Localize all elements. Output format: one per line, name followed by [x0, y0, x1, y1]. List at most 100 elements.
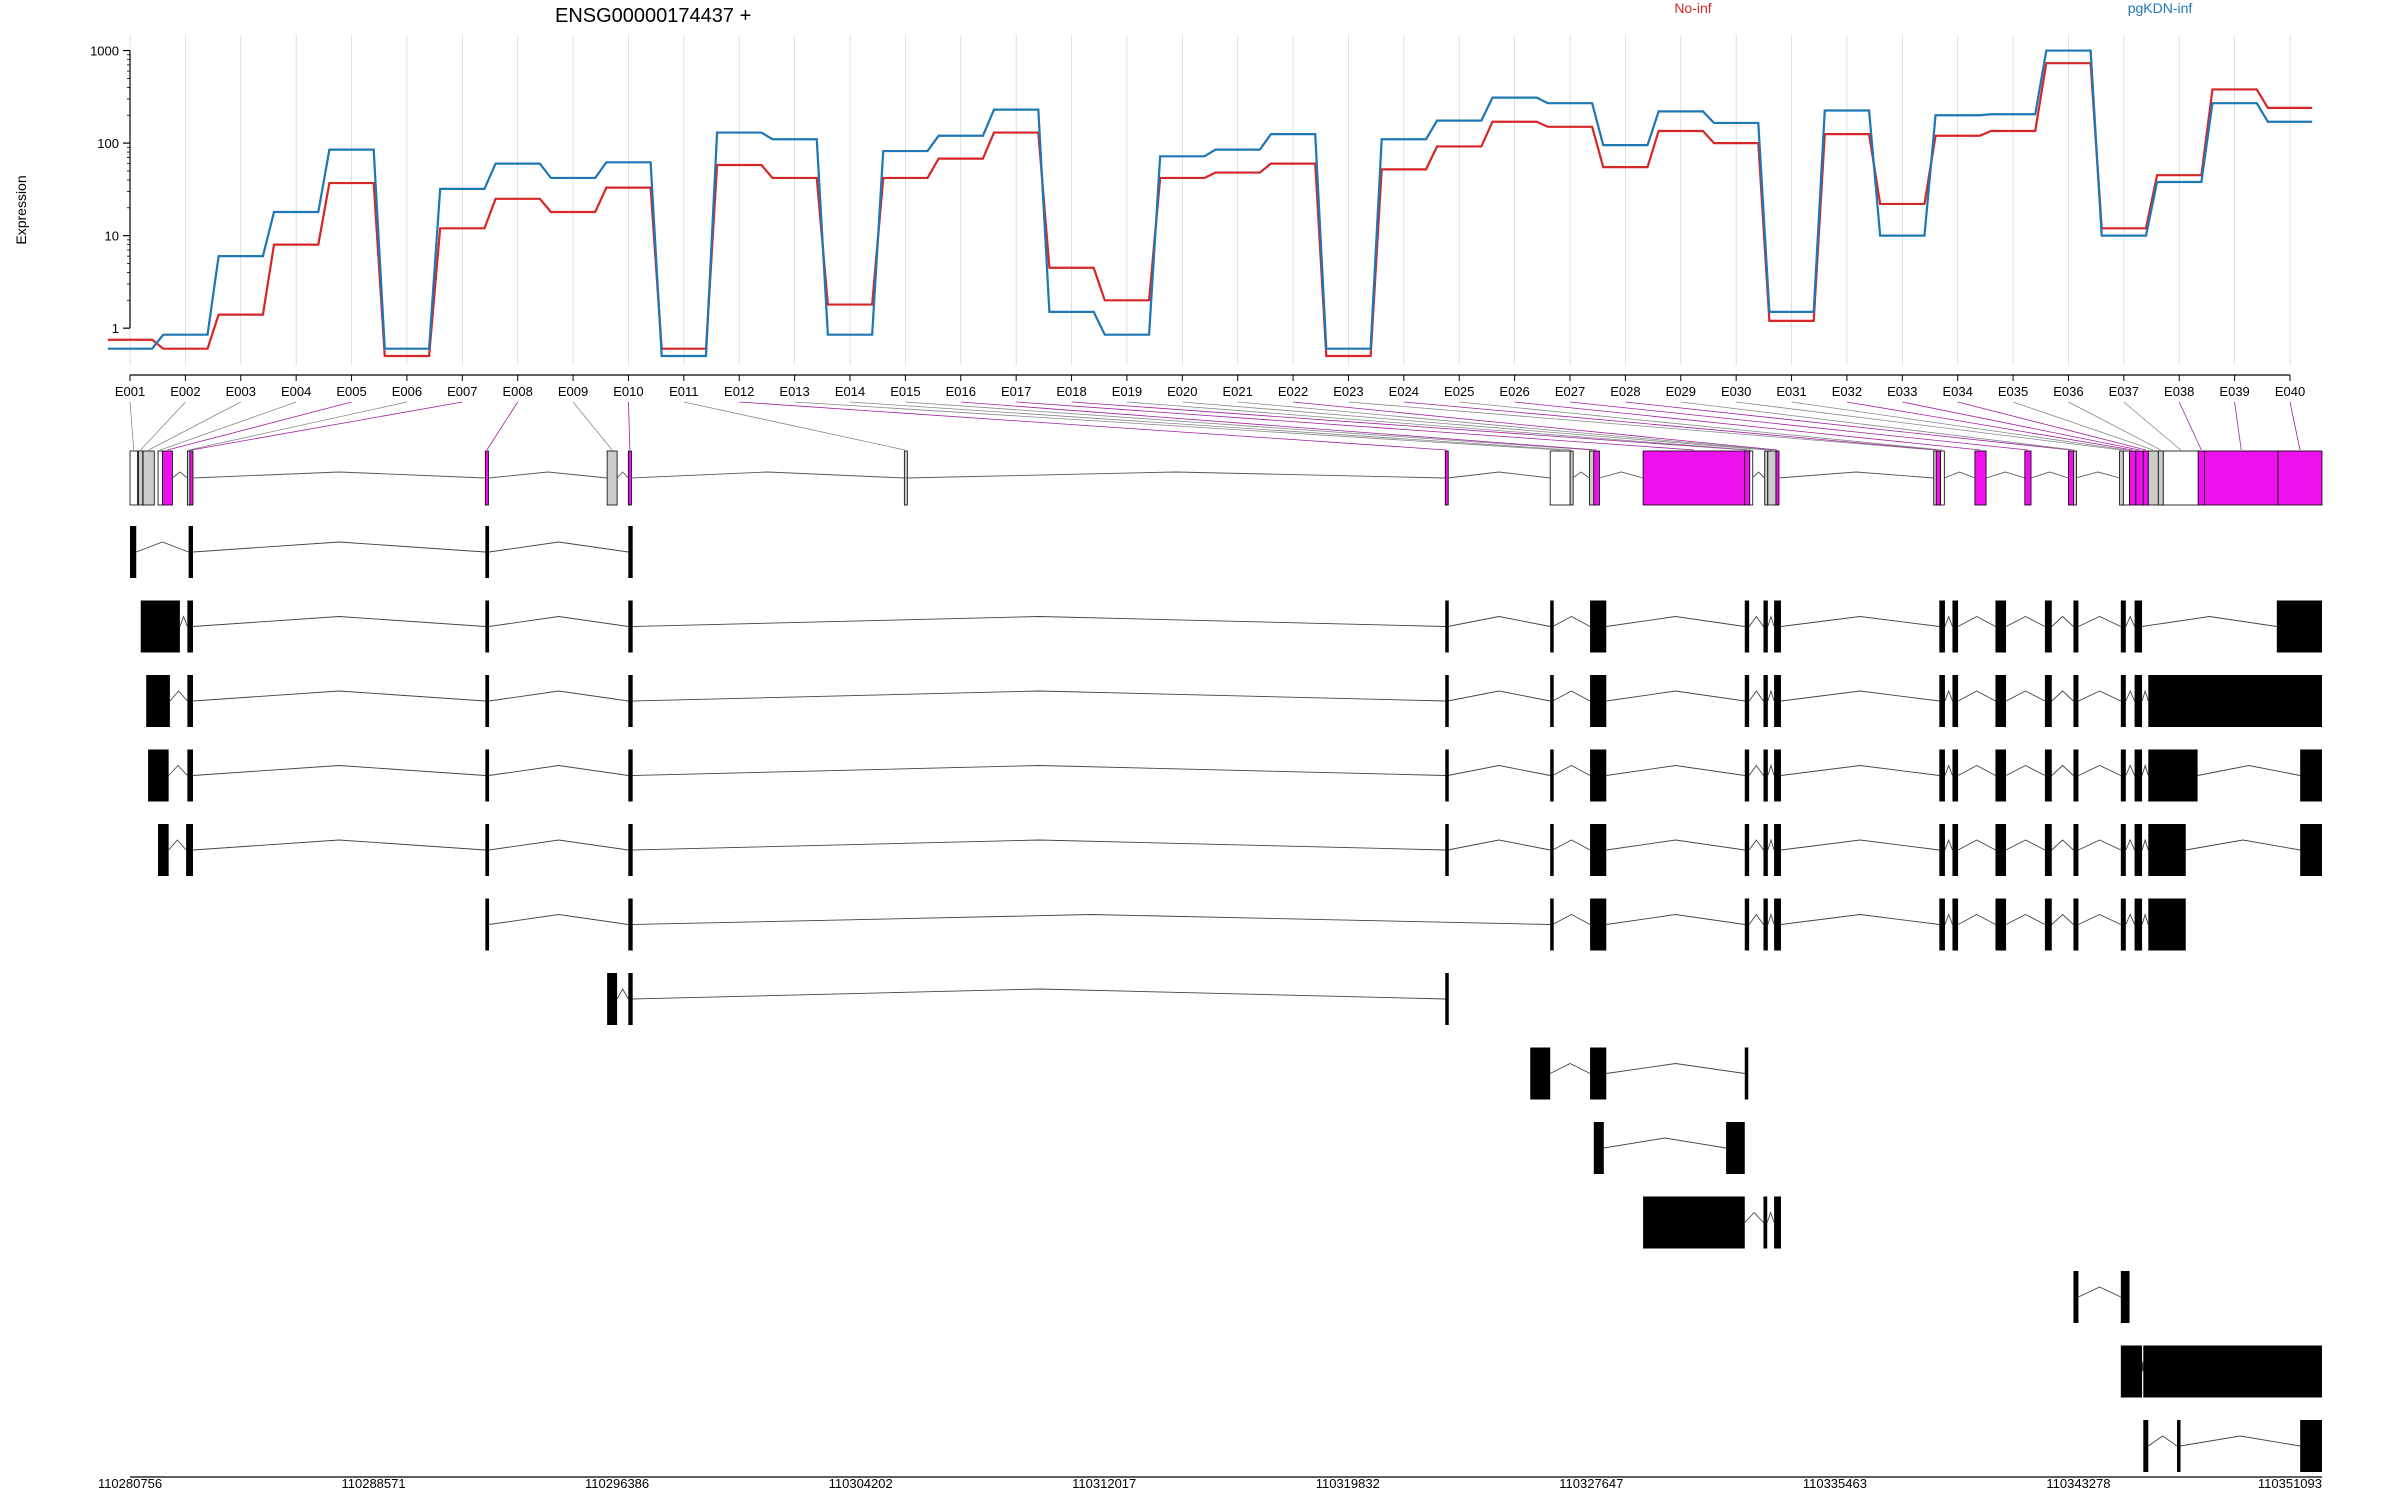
- transcript-exon: [2134, 898, 2143, 951]
- series-step-pgkdn-inf: [594, 161, 608, 179]
- transcript-intron: [2141, 912, 2149, 925]
- transcript-intron: [489, 541, 629, 553]
- transcript-exon: [1744, 824, 1750, 876]
- transcript-intron: [169, 690, 188, 702]
- transcript-exon: [1774, 675, 1781, 727]
- connector-e034: [1957, 401, 2146, 451]
- coord-tick-label: 110288571: [341, 1476, 405, 1490]
- series-step-no-inf: [483, 198, 497, 229]
- connector-e016: [960, 401, 1597, 451]
- connector-e013: [794, 401, 1561, 451]
- transcript-exon: [1590, 749, 1607, 802]
- exon-bin-e031: [2122, 450, 2130, 506]
- transcript-intron: [2051, 764, 2074, 776]
- transcript-intron: [2125, 689, 2135, 702]
- transcript-exon: [1590, 898, 1607, 951]
- y-axis-label: Expression: [13, 175, 29, 244]
- transcript-intron: [2141, 1361, 2144, 1372]
- series-step-no-inf: [1591, 126, 1605, 168]
- x-tick-label: E010: [613, 384, 643, 399]
- x-tick-label: E029: [1666, 384, 1696, 399]
- transcript-intron: [2005, 839, 2046, 851]
- transcript-intron: [192, 616, 486, 627]
- transcript-intron: [1606, 914, 1745, 925]
- transcript-intron: [632, 988, 1446, 1000]
- transcript-exon: [2044, 824, 2052, 876]
- transcript-exon: [1939, 749, 1945, 802]
- series-step-pgkdn-inf: [1259, 133, 1272, 151]
- bin-intron: [2075, 471, 2120, 479]
- transcript-exon: [1593, 1122, 1604, 1174]
- exon-bin-e034: [2142, 450, 2149, 506]
- transcript-intron: [1957, 913, 1996, 925]
- connector-e015: [905, 401, 1592, 451]
- series-step-no-inf: [926, 158, 940, 179]
- coord-tick-label: 110319832: [1316, 1476, 1380, 1490]
- bin-intron: [616, 471, 629, 479]
- transcript-intron: [1748, 913, 1764, 925]
- transcript-intron: [489, 690, 629, 702]
- transcript-exon: [1995, 600, 2007, 653]
- transcript-exon: [158, 824, 169, 876]
- exon-bin-e030: [2119, 450, 2124, 506]
- x-tick-label: E003: [226, 384, 256, 399]
- series-step-no-inf: [317, 182, 331, 245]
- transcript-exon: [1744, 749, 1750, 802]
- chart-title: ENSG00000174437 +: [555, 5, 751, 27]
- transcript-exon: [146, 675, 170, 727]
- transcript-intron: [192, 541, 486, 553]
- transcript-intron: [1780, 839, 1940, 851]
- transcript-exon: [1939, 898, 1945, 951]
- transcript-exon: [628, 526, 633, 578]
- series-step-pgkdn-inf: [539, 163, 552, 179]
- transcript-intron: [632, 839, 1446, 851]
- transcript-intron: [2125, 764, 2135, 776]
- transcript-intron: [168, 839, 187, 851]
- bin-intron: [172, 471, 188, 479]
- transcript-exon: [2134, 600, 2143, 653]
- x-tick-label: E023: [1333, 384, 1363, 399]
- connector-e001: [129, 401, 135, 451]
- series-step-no-inf: [1425, 146, 1438, 170]
- transcript-intron: [1552, 690, 1591, 702]
- bin-intron: [1572, 471, 1590, 479]
- series-step-pgkdn-inf: [151, 334, 164, 350]
- series-step-pgkdn-inf: [372, 149, 386, 349]
- transcript-exon: [1763, 600, 1768, 653]
- transcript-exon: [2148, 898, 2186, 951]
- transcript-intron: [2125, 838, 2135, 851]
- transcript-exon: [2073, 898, 2079, 951]
- transcript-intron: [2078, 765, 2122, 776]
- series-step-no-inf: [760, 164, 774, 179]
- transcript-exon: [2134, 824, 2143, 876]
- series-step-pgkdn-inf: [649, 162, 663, 357]
- x-tick-label: E013: [779, 384, 809, 399]
- transcript-exon: [1763, 1196, 1768, 1249]
- transcript-exon: [2143, 1420, 2149, 1472]
- transcript-intron: [1944, 689, 1953, 702]
- transcript-intron: [1744, 1211, 1764, 1223]
- connector-e040: [2289, 401, 2301, 451]
- transcript-exon: [187, 600, 193, 653]
- transcript-exon: [2300, 1420, 2322, 1472]
- connector-e027: [1569, 401, 2028, 451]
- coord-tick-label: 110280756: [98, 1476, 162, 1490]
- connector-e026: [1514, 401, 1981, 451]
- series-step-no-inf: [2145, 174, 2158, 229]
- bin-intron: [192, 471, 486, 479]
- transcript-exon: [1744, 675, 1750, 727]
- exon-bin-e005: [162, 450, 173, 506]
- x-tick-label: E011: [669, 384, 698, 399]
- series-step-pgkdn-inf: [483, 163, 497, 190]
- series-step-no-inf: [1979, 130, 1992, 137]
- y-tick-label: 100: [97, 136, 119, 151]
- transcript-exon: [1445, 600, 1449, 653]
- transcript-exon: [628, 675, 633, 727]
- y-axis: 1 10 100 1000: [90, 44, 131, 336]
- transcript-exon: [1445, 824, 1449, 876]
- transcript-exon: [187, 675, 193, 727]
- exon-bin-e021: [1767, 450, 1777, 506]
- transcript-intron: [1606, 690, 1745, 702]
- transcript-exon: [188, 526, 193, 578]
- x-tick-label: E004: [281, 384, 311, 399]
